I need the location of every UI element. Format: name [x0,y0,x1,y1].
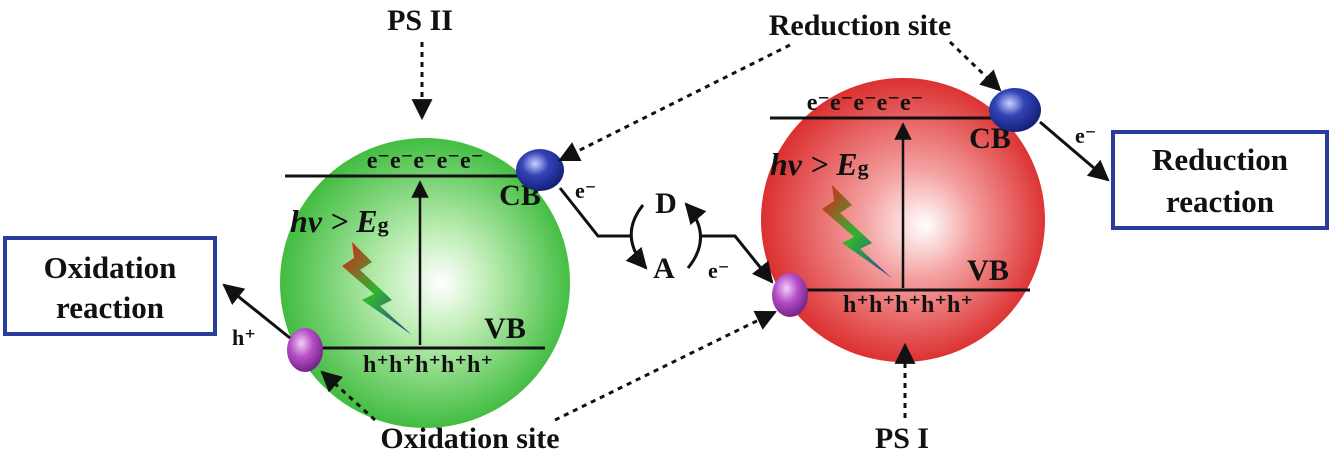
ps1-label: PS I [875,422,929,455]
oxidation-site-pointer-ps2 [320,370,377,422]
reduction-reaction-line1: Reduction [1152,142,1288,177]
mediator-right-arc [684,202,707,269]
ps1-holes: h⁺h⁺h⁺h⁺h⁺ [843,292,973,318]
acceptor-label: A [653,252,675,285]
reduction-reaction-box [1111,130,1329,230]
ps1-electron-out-label: e⁻ [1075,123,1096,148]
ps2-electrons: e⁻e⁻e⁻e⁻e⁻ [367,148,484,174]
reduction-reaction-line2: reaction [1166,184,1274,219]
ps1-electron-out-arrow [1039,120,1110,182]
mediator-left-arc [625,204,648,270]
donor-label: D [655,187,677,220]
ps2-electron-out-label: e⁻ [575,178,596,203]
ps2-lightning-icon [342,242,412,335]
ps1-lightning-icon [822,185,892,278]
ps2-vb-label: VB [484,312,526,345]
oxidation-reaction-line1: Oxidation [44,250,177,285]
ps2-oxidation-cocatalyst [287,328,323,372]
ps1-excitation-label: hv > Eg [770,146,869,182]
ps1-vb-label: VB [967,254,1009,287]
ps2-hole-out-label: h⁺ [232,325,256,350]
ps1-oxidation-cocatalyst [772,273,808,317]
oxidation-site-label: Oxidation site [380,422,559,455]
ps1-electron-in-label: e⁻ [708,258,729,283]
ps2-reduction-cocatalyst [516,149,564,191]
ps1-electrons: e⁻e⁻e⁻e⁻e⁻ [807,90,924,116]
reduction-site-pointer-ps2 [558,43,791,162]
ps2-label: PS II [387,4,453,37]
hole-out-arrow [222,283,291,340]
reduction-site-label: Reduction site [769,9,952,42]
reduction-site-pointer-ps1 [948,40,1002,92]
ps2-excitation-label: hv > Eg [290,203,389,239]
ps1-electron-in-path [700,234,774,284]
oxidation-site-pointer-ps1 [554,310,777,422]
ps2-particle: e⁻e⁻e⁻e⁻e⁻ CB hv > Eg VB h⁺h⁺h⁺h⁺h⁺ [280,138,570,428]
redox-mediator: e⁻ D A e⁻ [558,178,774,285]
oxidation-reaction-box [3,236,217,336]
ps2-holes: h⁺h⁺h⁺h⁺h⁺ [363,352,493,378]
ps2-sphere [280,138,570,428]
oxidation-reaction-line2: reaction [56,290,164,325]
ps2-electron-transfer-path [558,187,632,238]
ps1-reduction-cocatalyst [989,88,1041,132]
ps1-particle: e⁻e⁻e⁻e⁻e⁻ CB hv > Eg VB h⁺h⁺h⁺h⁺h⁺ [761,78,1045,362]
